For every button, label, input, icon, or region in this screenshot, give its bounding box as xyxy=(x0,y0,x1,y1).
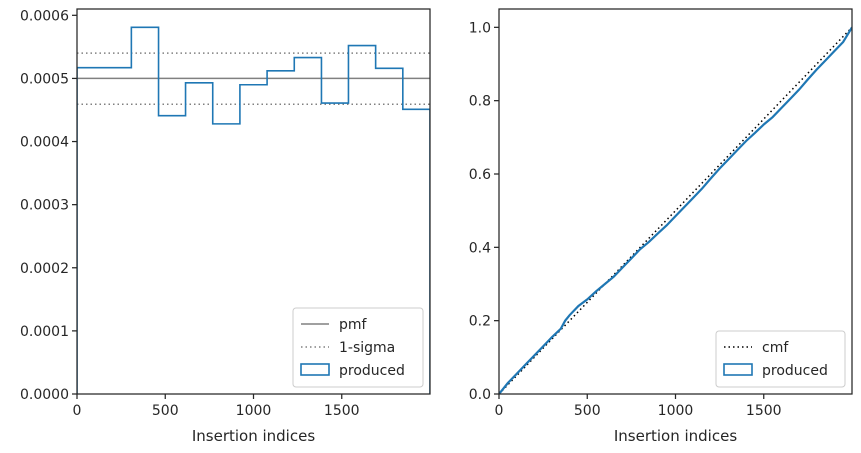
x-axis-label: Insertion indices xyxy=(614,427,737,445)
y-tick-label: 0.4 xyxy=(469,240,491,256)
legend-label-1-sigma: 1-sigma xyxy=(339,340,395,356)
y-tick-label: 0.2 xyxy=(469,314,491,330)
plot-area xyxy=(499,26,852,394)
x-tick-label: 0 xyxy=(73,403,82,419)
y-tick-label: 0.6 xyxy=(469,167,491,183)
legend-swatch-produced xyxy=(300,363,330,376)
x-tick-label: 500 xyxy=(152,403,179,419)
x-tick-label: 0 xyxy=(495,403,504,419)
legend: cmf produced xyxy=(715,330,846,388)
legend-box xyxy=(715,330,846,388)
legend: pmf 1-sigma produced xyxy=(292,307,424,388)
y-tick-label: 0.0002 xyxy=(20,261,69,277)
y-tick-label: 0.0 xyxy=(469,387,491,403)
legend-label-produced: produced xyxy=(762,363,828,379)
x-axis-label: Insertion indices xyxy=(192,427,315,445)
legend-label-pmf: pmf xyxy=(339,317,368,333)
x-tick-label: 1000 xyxy=(658,403,694,419)
y-tick-label: 0.8 xyxy=(469,94,491,110)
x-tick-label: 1500 xyxy=(746,403,782,419)
plot-area xyxy=(77,26,430,394)
legend-box xyxy=(292,307,424,388)
x-tick-label: 1500 xyxy=(324,403,360,419)
y-tick-label: 0.0005 xyxy=(20,71,69,87)
y-tick-label: 0.0003 xyxy=(20,198,69,214)
legend-swatch-produced xyxy=(723,363,753,376)
y-tick-label: 0.0001 xyxy=(20,324,69,340)
x-tick-label: 500 xyxy=(574,403,601,419)
legend-label-cmf: cmf xyxy=(762,340,789,356)
y-tick-label: 0.0004 xyxy=(20,135,69,151)
series-produced xyxy=(499,26,852,394)
series-produced xyxy=(77,26,430,394)
y-tick-label: 0.0000 xyxy=(20,387,69,403)
x-tick-label: 1000 xyxy=(236,403,272,419)
legend-label-produced: produced xyxy=(339,363,405,379)
chart-panel-1: 0 500 1000 1500 0.0000 0.0001 0.0002 0.0003 0.00… xyxy=(20,8,431,445)
y-tick-label: 1.0 xyxy=(469,20,491,36)
chart-panel-2: 0 500 1000 1500 0.0 0.2 0.4 0.6 0.8 1.0 Insertion … xyxy=(469,8,853,445)
series-cmf xyxy=(499,26,852,394)
y-tick-label: 0.0006 xyxy=(20,8,69,24)
